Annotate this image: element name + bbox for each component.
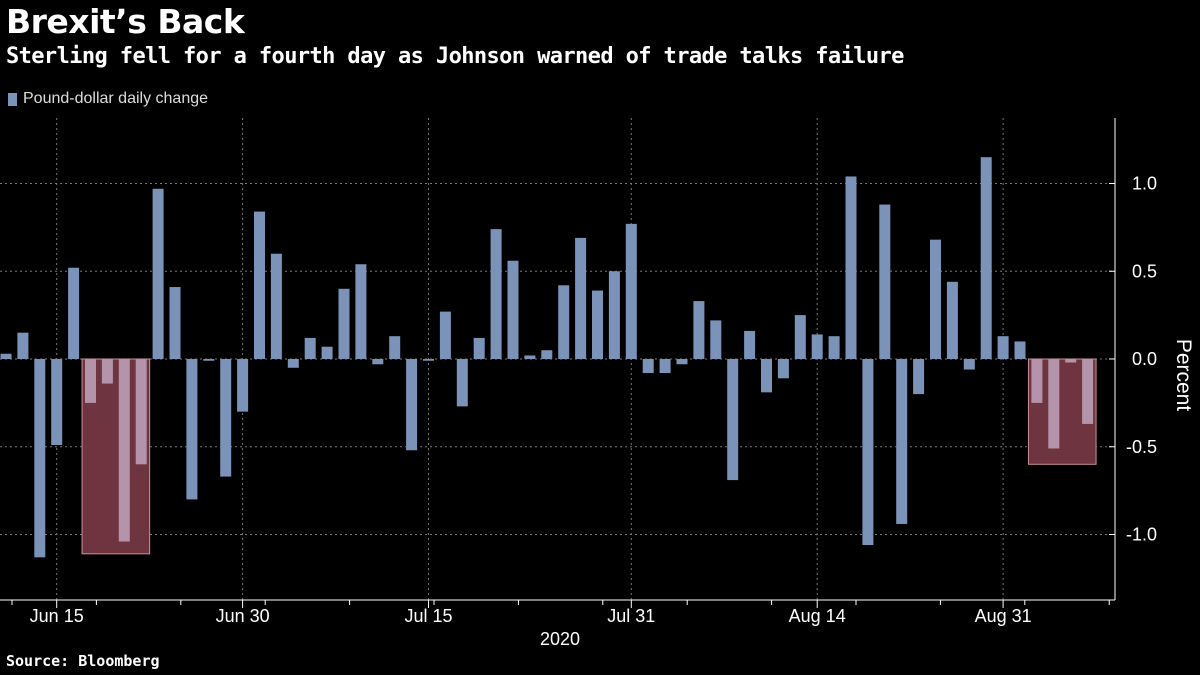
- source-note: Source: Bloomberg: [6, 652, 160, 670]
- bar: [659, 359, 671, 374]
- bar-layer: [0, 157, 1094, 558]
- y-tick-label: 0.0: [1132, 349, 1157, 369]
- bar: [946, 281, 958, 359]
- legend: Pound-dollar daily change: [8, 90, 208, 108]
- bar: [507, 260, 519, 359]
- bar: [575, 237, 587, 359]
- x-tick-label: Aug 31: [975, 606, 1032, 626]
- bar: [828, 336, 840, 359]
- bar: [101, 359, 113, 384]
- bar: [389, 336, 401, 359]
- bar: [608, 271, 620, 359]
- bar: [135, 359, 147, 465]
- bar: [456, 359, 468, 407]
- bar: [270, 253, 282, 359]
- bar: [1065, 359, 1077, 363]
- bar: [169, 287, 181, 359]
- bar: [287, 359, 299, 368]
- bar: [761, 359, 772, 393]
- bar: [321, 346, 333, 359]
- bar: [1048, 359, 1060, 449]
- bar: [727, 359, 739, 481]
- bar: [693, 301, 705, 359]
- axis-layer: -1.0 -0.5 0.0 0.5 1.0 Percent Jun 15 Jun 30 Jul …: [0, 118, 1195, 649]
- bar: [744, 330, 756, 359]
- y-tick-label: 1.0: [1132, 174, 1157, 194]
- bar: [592, 290, 603, 359]
- bar: [152, 188, 164, 359]
- bar: [473, 337, 485, 359]
- bar: [304, 337, 316, 359]
- highlight-layer: [81, 358, 1097, 555]
- bar: [1014, 341, 1026, 359]
- bar: [186, 359, 198, 500]
- x-tick-label: Aug 14: [789, 606, 846, 626]
- x-tick-label: Jul 15: [404, 606, 452, 626]
- y-tick-label: -1.0: [1126, 525, 1157, 545]
- bar: [439, 311, 451, 359]
- bar: [490, 229, 502, 359]
- bar: [777, 359, 789, 379]
- bar: [845, 176, 857, 359]
- bar: [625, 223, 637, 359]
- x-tick-label: Jun 15: [30, 606, 84, 626]
- bar: [34, 359, 46, 558]
- y-tick-label: 0.5: [1132, 261, 1157, 281]
- bar: [913, 359, 925, 395]
- bar: [676, 359, 688, 365]
- y-tick-label: -0.5: [1126, 437, 1157, 457]
- bar: [372, 359, 384, 365]
- bar: [220, 359, 232, 477]
- bar: [896, 359, 908, 524]
- x-year-label: 2020: [540, 629, 580, 649]
- bar: [642, 359, 654, 374]
- bar: [423, 359, 434, 361]
- bar: [710, 320, 722, 359]
- bar: [203, 359, 215, 361]
- x-tick-label: Jul 31: [607, 606, 655, 626]
- bar: [0, 353, 12, 359]
- y-axis-label: Percent: [1172, 339, 1195, 412]
- bar: [85, 359, 96, 403]
- bar: [794, 315, 806, 359]
- bar: [51, 359, 63, 445]
- bar: [558, 285, 570, 359]
- bar: [963, 359, 975, 370]
- chart-title: Brexit’s Back: [6, 2, 245, 41]
- bar: [118, 359, 130, 542]
- x-tick-label: Jun 30: [216, 606, 270, 626]
- bar: [997, 336, 1009, 359]
- bar: [406, 359, 418, 451]
- bar: [338, 288, 350, 359]
- bar: [17, 332, 29, 359]
- legend-label: Pound-dollar daily change: [23, 90, 209, 107]
- bar: [237, 359, 249, 412]
- bar: [355, 264, 367, 359]
- chart-subtitle: Sterling fell for a fourth day as Johnso…: [6, 44, 904, 69]
- bar: [862, 359, 874, 546]
- bar: [541, 350, 553, 359]
- bar: [879, 204, 891, 359]
- bar: [254, 211, 265, 359]
- bar: [68, 267, 80, 359]
- bar: [930, 239, 941, 359]
- bar: [1082, 359, 1094, 424]
- bar: [524, 355, 536, 359]
- bar: [1031, 359, 1043, 403]
- bar: [811, 334, 823, 359]
- bar: [980, 157, 992, 359]
- legend-swatch: [8, 92, 17, 106]
